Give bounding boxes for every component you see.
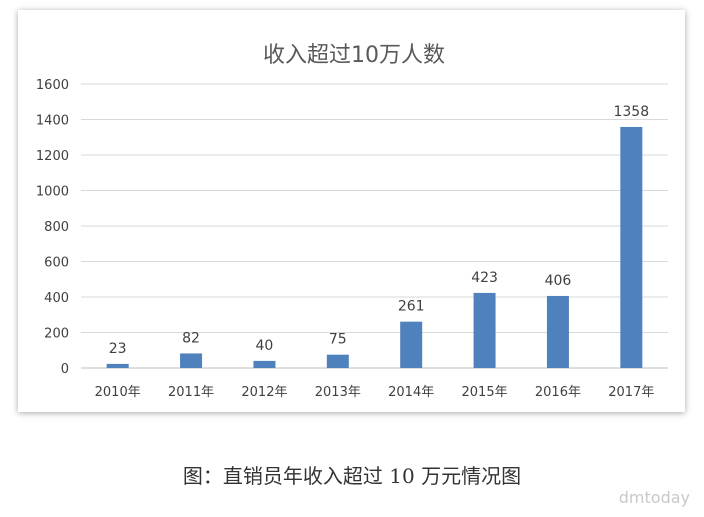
data-label: 261 (398, 299, 425, 315)
data-label: 406 (545, 273, 572, 289)
x-tick-label: 2013年 (315, 385, 361, 400)
data-labels: 23 82 40 75 261 423 406 1358 (109, 104, 649, 357)
data-label: 23 (109, 341, 127, 357)
x-tick-label: 2017年 (608, 385, 654, 400)
y-tick-label: 1000 (36, 185, 69, 200)
watermark: dmtoday (618, 488, 690, 507)
y-tick-label: 1200 (36, 149, 69, 164)
x-tick-label: 2010年 (95, 385, 141, 400)
x-tick-label: 2015年 (462, 385, 508, 400)
x-tick-label: 2016年 (535, 385, 581, 400)
data-label: 82 (182, 330, 200, 346)
x-tick-label: 2012年 (241, 385, 287, 400)
bar (473, 292, 496, 368)
x-tick-label: 2014年 (388, 385, 434, 400)
bar (326, 354, 349, 368)
y-tick-label: 600 (44, 256, 69, 271)
data-label: 423 (471, 270, 498, 286)
bar (180, 353, 203, 368)
bar-chart: 收入超过10万人数 02004006008001000120014001600 … (36, 43, 668, 400)
x-tick-label: 2011年 (168, 385, 214, 400)
y-tick-label: 200 (44, 327, 69, 342)
y-axis-ticks: 0 200 400 600 800 1000 1200 1400 1600 (36, 78, 69, 377)
data-label: 75 (329, 332, 347, 348)
chart-title: 收入超过10万人数 (263, 43, 445, 68)
data-label: 1358 (613, 104, 649, 120)
y-tick-label: 0 (61, 362, 69, 377)
bars (106, 126, 643, 368)
figure-caption: 图：直销员年收入超过 10 万元情况图 (182, 464, 522, 488)
data-label: 40 (256, 338, 274, 354)
x-axis-ticks: 2010年 2011年 2012年 2013年 2014年 2015年 2016年 2017年 (95, 385, 655, 400)
bar (546, 295, 569, 368)
y-tick-label: 800 (44, 220, 69, 235)
y-tick-label: 1600 (36, 78, 69, 93)
bar (106, 363, 129, 368)
y-tick-label: 1400 (36, 114, 69, 129)
bar (400, 321, 423, 368)
chart-card: 收入超过10万人数 0 200 400 600 800 1000 1200 1400 1600 … (18, 10, 685, 412)
gridlines (81, 83, 668, 369)
bar (253, 360, 276, 368)
bar (620, 126, 643, 368)
y-tick-label: 400 (44, 291, 69, 306)
